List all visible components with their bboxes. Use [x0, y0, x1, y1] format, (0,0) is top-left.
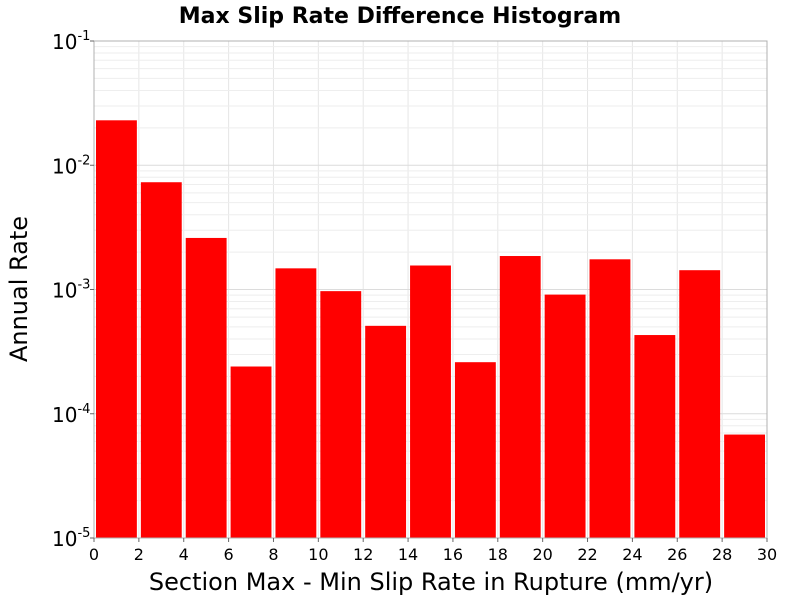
x-tick-label: 16 [443, 545, 463, 564]
x-tick-label: 20 [532, 545, 552, 564]
histogram-bar [185, 237, 227, 538]
x-tick-label: 2 [134, 545, 144, 564]
y-tick-label: 10-2 [52, 153, 90, 178]
x-tick-label: 22 [577, 545, 597, 564]
histogram-bar [96, 120, 137, 539]
x-tick-label: 6 [224, 545, 234, 564]
x-tick-label: 4 [179, 545, 189, 564]
x-tick-label: 26 [667, 545, 687, 564]
histogram-bar [634, 335, 676, 538]
histogram-bar [365, 325, 407, 538]
histogram-bar [589, 259, 631, 538]
histogram-bar [499, 256, 541, 538]
x-tick-label: 14 [398, 545, 418, 564]
x-tick-label: 0 [89, 545, 99, 564]
x-tick-label: 28 [712, 545, 732, 564]
x-tick-label: 10 [308, 545, 328, 564]
histogram-bar [410, 265, 451, 538]
histogram-bar [679, 270, 721, 538]
histogram-bar [724, 434, 765, 538]
histogram-bar [454, 362, 496, 538]
x-tick-label: 8 [268, 545, 278, 564]
histogram-bar [230, 366, 272, 538]
y-axis-ticks: 10-1 10-2 10-3 10-4 10-5 [52, 29, 94, 551]
bars [96, 120, 765, 539]
x-axis-ticks: 0 2 4 6 8 10 12 14 16 18 20 22 24 26 28 30 [89, 538, 777, 564]
x-tick-label: 12 [353, 545, 373, 564]
histogram-bar [140, 182, 182, 539]
y-axis-label: Annual Rate [5, 216, 33, 362]
histogram-bar [320, 291, 362, 538]
y-tick-label: 10-5 [52, 526, 90, 551]
x-tick-label: 24 [622, 545, 642, 564]
y-tick-label: 10-4 [52, 402, 90, 427]
x-axis-label: Section Max - Min Slip Rate in Rupture (… [149, 568, 713, 596]
chart-title: Max Slip Rate Difference Histogram [179, 4, 621, 29]
y-tick-label: 10-3 [52, 278, 90, 303]
histogram-bar [275, 268, 317, 538]
histogram-bar [544, 294, 586, 538]
x-tick-label: 30 [757, 545, 777, 564]
y-tick-label: 10-1 [52, 29, 90, 54]
x-tick-label: 18 [488, 545, 508, 564]
